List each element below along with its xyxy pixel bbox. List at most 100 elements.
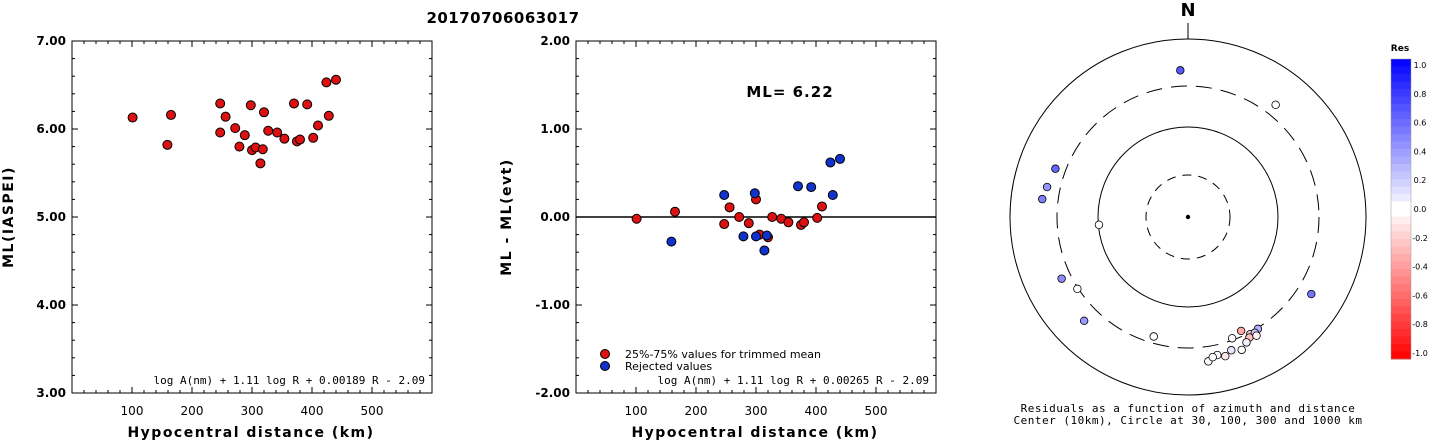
data-point — [793, 181, 803, 192]
data-point — [259, 107, 269, 118]
colorbar-cell — [1391, 239, 1411, 247]
station-residual-point — [1307, 289, 1316, 299]
station-residual-point — [1042, 182, 1052, 192]
magnitude-points — [127, 74, 341, 169]
magnitude-y-axis-label: ML(IASPEI) — [1, 166, 17, 268]
legend-marker-trimmed — [600, 349, 610, 359]
data-point — [257, 144, 268, 155]
ring-300km — [1056, 85, 1320, 349]
magnitude-x-axis-label: Hypocentral distance (km) — [127, 425, 374, 441]
colorbar-frame — [1390, 58, 1412, 360]
data-point — [127, 112, 138, 123]
colorbar-cell — [1391, 224, 1411, 232]
residual-y-axis-label: ML - ML(evt) — [499, 158, 515, 275]
colorbar-cell — [1391, 111, 1411, 120]
station-residual-point — [1236, 326, 1246, 336]
colorbar-cell — [1391, 96, 1411, 105]
data-point — [767, 212, 778, 222]
data-point — [825, 157, 836, 168]
residual-points — [631, 153, 845, 256]
x-tick-label: 100 — [625, 404, 648, 418]
legend-label-trimmed: 25%-75% values for trimmed mean — [625, 348, 821, 361]
colorbar-cell — [1391, 254, 1411, 262]
data-point — [835, 153, 845, 164]
data-point — [215, 127, 226, 138]
colorbar-cell — [1391, 351, 1411, 360]
station-residual-point — [1208, 352, 1217, 362]
ring-30km — [1145, 174, 1231, 260]
y-tick-label: 2.00 — [540, 34, 570, 48]
y-tick-label: 0.00 — [540, 210, 570, 224]
data-point — [743, 218, 754, 229]
station-residual-point — [1057, 274, 1066, 283]
residual-y-ticks: -2.00 -1.00 0.00 1.00 2.00 — [535, 34, 936, 400]
colorbar-cell — [1391, 336, 1411, 345]
data-point — [245, 100, 256, 111]
x-tick-label: 100 — [121, 404, 144, 418]
colorbar-cell — [1391, 284, 1411, 292]
colorbar-cell — [1391, 329, 1411, 337]
data-point — [321, 77, 332, 88]
station-residual-point — [1271, 100, 1280, 110]
colorbar-tick-label: -1.0 — [1412, 349, 1428, 358]
station-residual-point — [1094, 220, 1104, 229]
colorbar — [1390, 58, 1412, 360]
colorbar-tick-label: 0.4 — [1414, 147, 1427, 156]
colorbar-cell — [1391, 291, 1411, 300]
colorbar-cell — [1391, 59, 1411, 67]
colorbar-cell — [1391, 269, 1411, 277]
colorbar-cell — [1391, 314, 1411, 322]
colorbar-cell — [1391, 74, 1411, 82]
colorbar-cell — [1391, 149, 1411, 157]
station-residual-point — [1073, 284, 1082, 294]
colorbar-title: Res — [1391, 44, 1409, 54]
data-point — [734, 212, 745, 222]
station-residual-point — [1079, 316, 1089, 326]
y-tick-label: 1.00 — [540, 122, 570, 136]
colorbar-cell — [1391, 194, 1411, 202]
x-tick-label: 400 — [301, 404, 324, 418]
data-point — [289, 98, 299, 109]
residual-formula: log A(nm) + 1.11 log R + 0.00265 R - 2.0… — [657, 374, 929, 387]
data-point — [761, 230, 772, 241]
colorbar-cell — [1391, 261, 1411, 270]
colorbar-tick-label: -0.6 — [1412, 291, 1428, 300]
data-point — [234, 141, 245, 152]
data-point — [806, 182, 817, 193]
x-tick-label: 400 — [805, 404, 828, 418]
data-point — [724, 202, 735, 213]
residual-x-ticks: 100 200 300 400 500 — [575, 41, 937, 418]
colorbar-cell — [1391, 66, 1411, 75]
magnitude-plot-frame — [71, 40, 433, 394]
magnitude-panel: 3.00 4.00 5.00 6.00 7.00 100 200 300 400 500 log… — [1, 34, 433, 441]
colorbar-cell — [1391, 216, 1411, 225]
colorbar-cell — [1391, 81, 1411, 90]
data-point — [272, 127, 283, 138]
data-point — [738, 231, 749, 242]
station-residual-point — [1237, 345, 1246, 355]
y-tick-label: -2.00 — [535, 386, 570, 400]
legend-marker-rejected — [600, 361, 610, 371]
station-residual-point — [1227, 346, 1236, 355]
colorbar-cell — [1391, 119, 1411, 127]
data-point — [302, 99, 313, 110]
north-label: N — [1180, 0, 1195, 21]
data-point — [749, 188, 760, 199]
epicenter-dot — [1185, 214, 1191, 220]
colorbar-cell — [1391, 186, 1411, 195]
data-point — [331, 74, 341, 85]
colorbar-cell — [1391, 141, 1411, 150]
x-tick-label: 500 — [865, 404, 888, 418]
data-point — [719, 190, 730, 200]
colorbar-cell — [1391, 306, 1411, 315]
colorbar-tick-label: -0.4 — [1412, 263, 1428, 272]
colorbar-tick-label: -0.2 — [1412, 234, 1428, 243]
residual-panel: -2.00 -1.00 0.00 1.00 2.00 100 200 300 400 500 M… — [499, 34, 937, 441]
colorbar-cell — [1391, 156, 1411, 165]
x-tick-label: 300 — [241, 404, 264, 418]
colorbar-tick-label: 0.0 — [1414, 205, 1427, 214]
colorbar-cell — [1391, 246, 1411, 255]
x-tick-label: 200 — [181, 404, 204, 418]
data-point — [220, 111, 231, 122]
colorbar-cell — [1391, 344, 1411, 352]
